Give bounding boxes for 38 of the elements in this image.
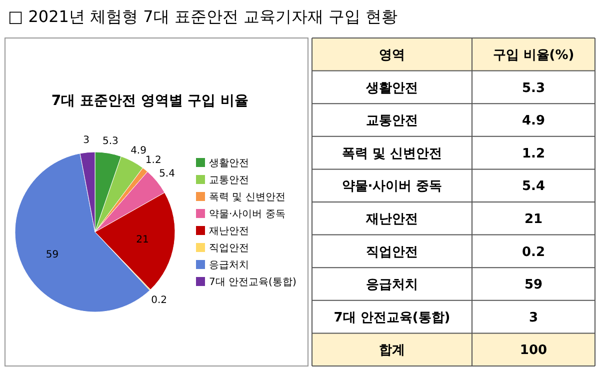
chart-title: □ 2021년 체험형 7대 표준안전 교육기자재 구입 현황 (8, 7, 398, 26)
category-label: 7대 안전교육(통합) (334, 310, 450, 326)
legend-label: 생활안전 (209, 158, 249, 169)
text: 21 (524, 212, 543, 227)
category-label: 직업안전 (366, 244, 418, 260)
category-label: 재난안전 (366, 212, 418, 227)
text: 4.9 (522, 114, 546, 129)
category-label: 약물·사이버 중독 (342, 179, 442, 194)
text: 0.2 (522, 244, 546, 260)
data-label: 21 (136, 234, 149, 246)
data-label: 5.4 (159, 168, 175, 180)
text: 5.3 (522, 80, 546, 96)
category-label: 응급처치 (366, 278, 418, 293)
text: 59 (524, 278, 543, 293)
data-label: 3 (83, 134, 90, 146)
chart-subtitle: 7대 표준안전 영역별 구입 비율 (51, 93, 249, 109)
legend-label: 재난안전 (209, 226, 249, 237)
text: 5.4 (522, 179, 546, 194)
legend-label: 직업안전 (209, 243, 249, 254)
category-label: 교통안전 (366, 114, 418, 129)
legend-label: 교통안전 (209, 175, 249, 186)
text: 1.2 (522, 146, 546, 162)
data-label: 59 (46, 249, 59, 260)
category-label: 생활안전 (366, 80, 418, 96)
text: 영역 (379, 48, 405, 63)
text: 3 (528, 310, 538, 326)
data-label: 1.2 (145, 155, 162, 166)
legend-label: 폭력 및 신변안전 (209, 192, 286, 203)
legend-label: 응급처치 (209, 260, 249, 271)
text: 100 (520, 343, 548, 358)
data-label: 5.3 (102, 136, 118, 147)
text: 구입 비율(%) (492, 48, 574, 63)
legend-label: 7대 안전교육(통합) (209, 277, 296, 288)
legend-label: 약물·사이버 중독 (209, 209, 286, 220)
data-label: 4.9 (130, 145, 146, 156)
text: 합계 (379, 343, 405, 358)
category-label: 폭력 및 신변안전 (342, 146, 442, 162)
data-label: 0.2 (151, 294, 168, 306)
